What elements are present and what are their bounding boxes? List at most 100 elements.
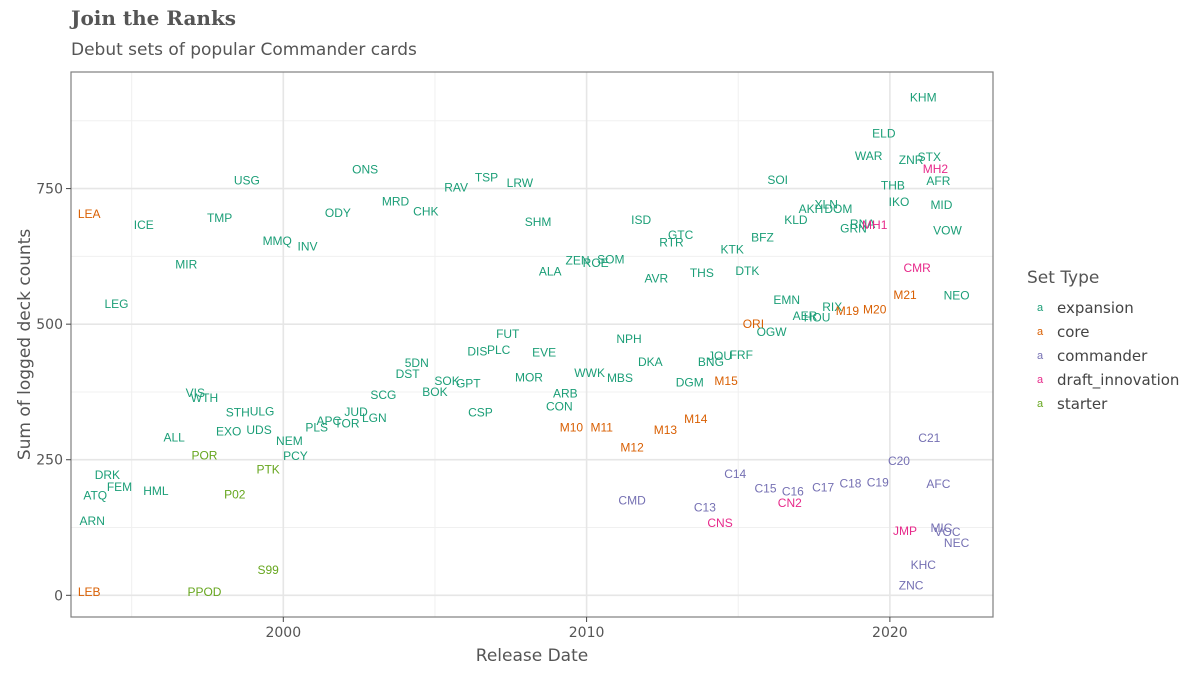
legend-title: Set Type bbox=[1027, 268, 1100, 288]
minor-gridlines bbox=[71, 72, 993, 617]
point-label: PLC bbox=[487, 343, 511, 357]
point-label: INV bbox=[298, 240, 318, 254]
point-label: NEC bbox=[944, 536, 970, 550]
point-label: RTR bbox=[659, 235, 684, 249]
point-label: C21 bbox=[918, 431, 940, 445]
point-label: DRK bbox=[95, 468, 120, 482]
point-label: ARB bbox=[553, 387, 578, 401]
point-label: JUD bbox=[344, 405, 368, 419]
point-label: WTH bbox=[191, 391, 218, 405]
point-label: ARN bbox=[80, 514, 105, 528]
point-label: MH2 bbox=[923, 162, 949, 176]
point-label: DIS bbox=[467, 344, 487, 358]
legend-key: a bbox=[1037, 326, 1044, 338]
point-label: MH1 bbox=[862, 218, 888, 232]
point-label: ATQ bbox=[83, 489, 107, 503]
point-label: ROE bbox=[583, 256, 609, 270]
point-label: KTK bbox=[720, 242, 743, 256]
point-label: MOR bbox=[515, 370, 543, 384]
point-label: WWK bbox=[574, 366, 605, 380]
point-label: C20 bbox=[888, 454, 910, 468]
y-tick-label: 500 bbox=[36, 317, 63, 333]
point-label: AFR bbox=[926, 174, 950, 188]
point-label: BNG bbox=[698, 355, 724, 369]
point-label: CSP bbox=[468, 406, 493, 420]
point-label: AER bbox=[793, 309, 818, 323]
point-label: BFZ bbox=[751, 230, 774, 244]
point-label: 5DN bbox=[405, 356, 429, 370]
point-label: ULG bbox=[250, 404, 275, 418]
y-tick-label: 250 bbox=[36, 453, 63, 469]
point-label: C17 bbox=[812, 480, 834, 494]
legend-key: a bbox=[1037, 302, 1044, 314]
legend-label: commander bbox=[1057, 347, 1148, 365]
y-tick-label: 0 bbox=[54, 588, 63, 604]
point-label: KHM bbox=[910, 90, 937, 104]
point-label: CNS bbox=[707, 516, 732, 530]
point-label: ZNR bbox=[899, 153, 924, 167]
point-label: DKA bbox=[638, 355, 663, 369]
point-label: MIC bbox=[930, 521, 952, 535]
chart-title: Join the Ranks bbox=[71, 6, 237, 30]
point-label: MBS bbox=[607, 371, 633, 385]
point-label: GTC bbox=[668, 228, 694, 242]
point-label: ONS bbox=[352, 163, 378, 177]
point-label: RNA bbox=[850, 217, 875, 231]
point-label: VOC bbox=[934, 525, 960, 539]
point-label: WAR bbox=[855, 149, 883, 163]
point-label: SHM bbox=[525, 215, 552, 229]
point-label: NEO bbox=[944, 288, 970, 302]
point-label: C13 bbox=[694, 500, 716, 514]
legend-key: a bbox=[1037, 398, 1044, 410]
point-label: JOU bbox=[708, 349, 732, 363]
point-label: ISD bbox=[631, 213, 651, 227]
point-label: JMP bbox=[893, 524, 917, 538]
point-label: AFC bbox=[926, 477, 950, 491]
point-label: PTK bbox=[256, 462, 279, 476]
point-label: OGW bbox=[757, 325, 788, 339]
legend-label: starter bbox=[1057, 395, 1108, 413]
point-label: STX bbox=[918, 150, 941, 164]
legend-items: a expansion a core a commander a draft_innovati… bbox=[1027, 296, 1179, 416]
point-label: VIS bbox=[186, 386, 205, 400]
point-label: M21 bbox=[893, 288, 917, 302]
point-label: FEM bbox=[107, 480, 132, 494]
point-label: GPT bbox=[456, 376, 481, 390]
point-label: HML bbox=[143, 484, 169, 498]
y-axis-title: Sum of logged deck counts bbox=[15, 229, 35, 460]
point-label: ELD bbox=[872, 126, 896, 140]
legend-item: a core bbox=[1027, 320, 1179, 344]
point-label: EVE bbox=[532, 345, 556, 359]
legend-label: draft_innovation bbox=[1057, 371, 1180, 389]
point-label: M13 bbox=[654, 423, 678, 437]
point-label: M20 bbox=[863, 303, 887, 317]
point-label: LRW bbox=[507, 176, 534, 190]
point-label: MIR bbox=[175, 258, 197, 272]
point-label: KHC bbox=[911, 558, 937, 572]
point-label: DGM bbox=[676, 376, 704, 390]
point-label: IKO bbox=[889, 195, 910, 209]
panel-border bbox=[70, 71, 994, 618]
point-label: C16 bbox=[782, 485, 804, 499]
point-label: M14 bbox=[684, 412, 708, 426]
point-label: M10 bbox=[560, 421, 584, 435]
point-label: SOI bbox=[767, 173, 788, 187]
point-label: TMP bbox=[207, 211, 232, 225]
point-label: ALL bbox=[163, 431, 185, 445]
point-label: CON bbox=[546, 400, 573, 414]
legend-item: a commander bbox=[1027, 344, 1179, 368]
point-label: MRD bbox=[382, 195, 410, 209]
point-label: LEA bbox=[78, 207, 101, 221]
x-tick-label: 2000 bbox=[265, 625, 301, 641]
point-label: POR bbox=[191, 448, 217, 462]
point-label: CMR bbox=[904, 261, 932, 275]
legend-item: a starter bbox=[1027, 392, 1179, 416]
x-tick-label: 2010 bbox=[569, 625, 605, 641]
point-label: AKH bbox=[799, 202, 824, 216]
point-label: PPOD bbox=[187, 585, 221, 599]
legend: Set Type a expansion a core a commander a draft… bbox=[1027, 268, 1179, 416]
point-label: RIX bbox=[822, 300, 842, 314]
point-label: SCG bbox=[370, 388, 396, 402]
point-label: RAV bbox=[444, 181, 468, 195]
